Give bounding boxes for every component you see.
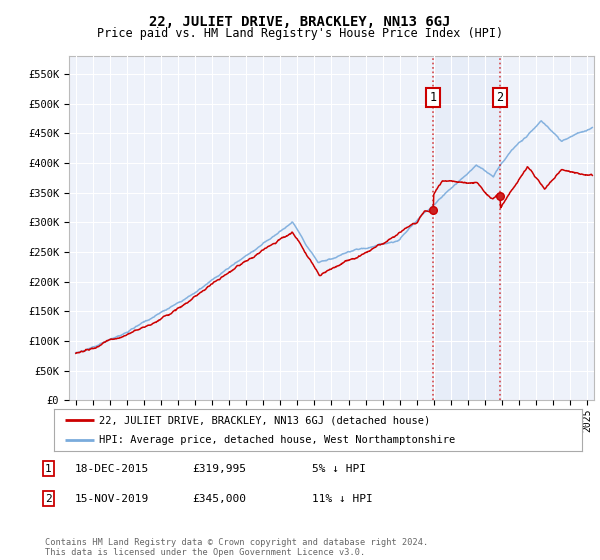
Text: 2: 2	[496, 91, 503, 104]
Text: 15-NOV-2019: 15-NOV-2019	[75, 494, 149, 504]
Text: 18-DEC-2015: 18-DEC-2015	[75, 464, 149, 474]
Text: 11% ↓ HPI: 11% ↓ HPI	[312, 494, 373, 504]
Text: 1: 1	[430, 91, 437, 104]
Text: 1: 1	[45, 464, 52, 474]
Text: Contains HM Land Registry data © Crown copyright and database right 2024.
This d: Contains HM Land Registry data © Crown c…	[45, 538, 428, 557]
Text: £345,000: £345,000	[192, 494, 246, 504]
Text: £319,995: £319,995	[192, 464, 246, 474]
Text: 5% ↓ HPI: 5% ↓ HPI	[312, 464, 366, 474]
Text: 22, JULIET DRIVE, BRACKLEY, NN13 6GJ: 22, JULIET DRIVE, BRACKLEY, NN13 6GJ	[149, 15, 451, 29]
Bar	[433, 56, 500, 400]
Text: 2: 2	[45, 494, 52, 504]
Text: HPI: Average price, detached house, West Northamptonshire: HPI: Average price, detached house, West…	[99, 435, 455, 445]
Text: Price paid vs. HM Land Registry's House Price Index (HPI): Price paid vs. HM Land Registry's House …	[97, 27, 503, 40]
Text: 22, JULIET DRIVE, BRACKLEY, NN13 6GJ (detached house): 22, JULIET DRIVE, BRACKLEY, NN13 6GJ (de…	[99, 415, 430, 425]
